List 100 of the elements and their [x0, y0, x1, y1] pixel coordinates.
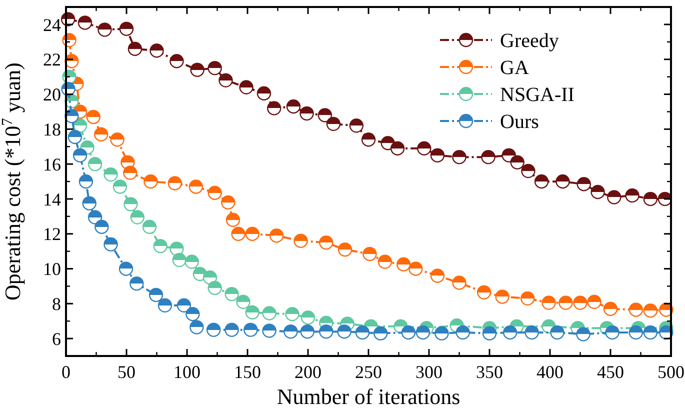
x-tick-label: 450	[597, 362, 624, 382]
point	[64, 108, 79, 124]
x-axis-title: Number of iterations	[276, 384, 460, 409]
point	[658, 192, 672, 206]
point	[98, 22, 112, 37]
point	[224, 286, 239, 302]
point	[390, 141, 405, 156]
point	[520, 291, 535, 306]
y-tick-label: 12	[43, 224, 61, 244]
point	[153, 238, 168, 254]
point	[128, 42, 142, 56]
point	[190, 320, 204, 334]
point	[239, 80, 254, 94]
y-tick-label: 6	[52, 328, 61, 349]
x-tick-label: 400	[536, 362, 564, 382]
point	[362, 246, 377, 262]
point	[124, 197, 138, 212]
point	[349, 118, 364, 133]
point	[269, 228, 284, 243]
point	[476, 285, 492, 300]
point	[176, 298, 192, 312]
point	[587, 294, 602, 310]
x-tick-label: 150	[234, 362, 261, 382]
point	[158, 298, 172, 312]
point	[94, 127, 108, 142]
point	[110, 132, 124, 147]
point	[78, 174, 94, 189]
y-tick-label: 14	[43, 189, 61, 210]
point	[337, 324, 352, 339]
point	[534, 174, 549, 189]
point	[355, 325, 370, 340]
point	[82, 196, 96, 210]
point	[573, 296, 588, 310]
point	[130, 210, 144, 224]
point	[119, 22, 134, 36]
point	[625, 188, 640, 203]
point	[104, 167, 118, 182]
y-tick-label: 24	[43, 14, 61, 35]
point	[88, 156, 102, 172]
point	[284, 324, 298, 339]
point	[130, 276, 144, 291]
point	[94, 220, 109, 234]
point	[628, 325, 644, 340]
point	[221, 195, 236, 210]
point	[206, 322, 221, 337]
point	[224, 322, 239, 337]
point	[416, 325, 430, 340]
point	[168, 176, 182, 190]
point	[374, 326, 388, 340]
point	[542, 296, 556, 310]
point	[218, 73, 233, 88]
point	[188, 180, 204, 194]
point	[361, 132, 376, 147]
point	[245, 305, 260, 320]
point	[300, 324, 314, 339]
point	[244, 322, 258, 337]
point	[208, 186, 222, 200]
point	[524, 325, 539, 340]
point	[256, 86, 272, 100]
point	[576, 177, 591, 192]
point	[285, 307, 300, 322]
point	[628, 302, 644, 317]
point	[605, 325, 620, 340]
point	[556, 174, 570, 189]
point	[643, 304, 658, 318]
point	[482, 326, 497, 340]
y-tick-label: 18	[43, 119, 61, 140]
point	[452, 150, 466, 164]
point	[142, 220, 157, 234]
x-tick-label: 500	[658, 362, 684, 382]
point	[396, 257, 411, 272]
point	[202, 270, 218, 285]
legend-label: Greedy	[500, 30, 559, 52]
point	[643, 192, 658, 206]
point	[208, 280, 222, 296]
point	[123, 166, 138, 180]
point	[68, 130, 82, 144]
point	[267, 101, 282, 116]
x-tick-label: 100	[174, 362, 200, 382]
point	[231, 226, 246, 241]
point	[104, 237, 118, 252]
point	[300, 106, 314, 121]
point	[401, 325, 416, 340]
x-tick-label: 350	[476, 362, 503, 382]
point	[236, 294, 250, 310]
point	[456, 325, 470, 340]
point	[521, 164, 536, 178]
point	[172, 252, 186, 268]
point	[558, 296, 573, 310]
legend-label: Ours	[500, 111, 540, 133]
point	[326, 116, 341, 132]
point	[294, 234, 308, 248]
x-tick-label: 200	[294, 362, 322, 382]
y-tick-label: 10	[43, 259, 61, 280]
point	[72, 148, 88, 162]
point	[319, 324, 334, 339]
point	[184, 254, 199, 269]
point	[434, 326, 449, 340]
point	[603, 302, 618, 316]
point	[170, 54, 184, 68]
